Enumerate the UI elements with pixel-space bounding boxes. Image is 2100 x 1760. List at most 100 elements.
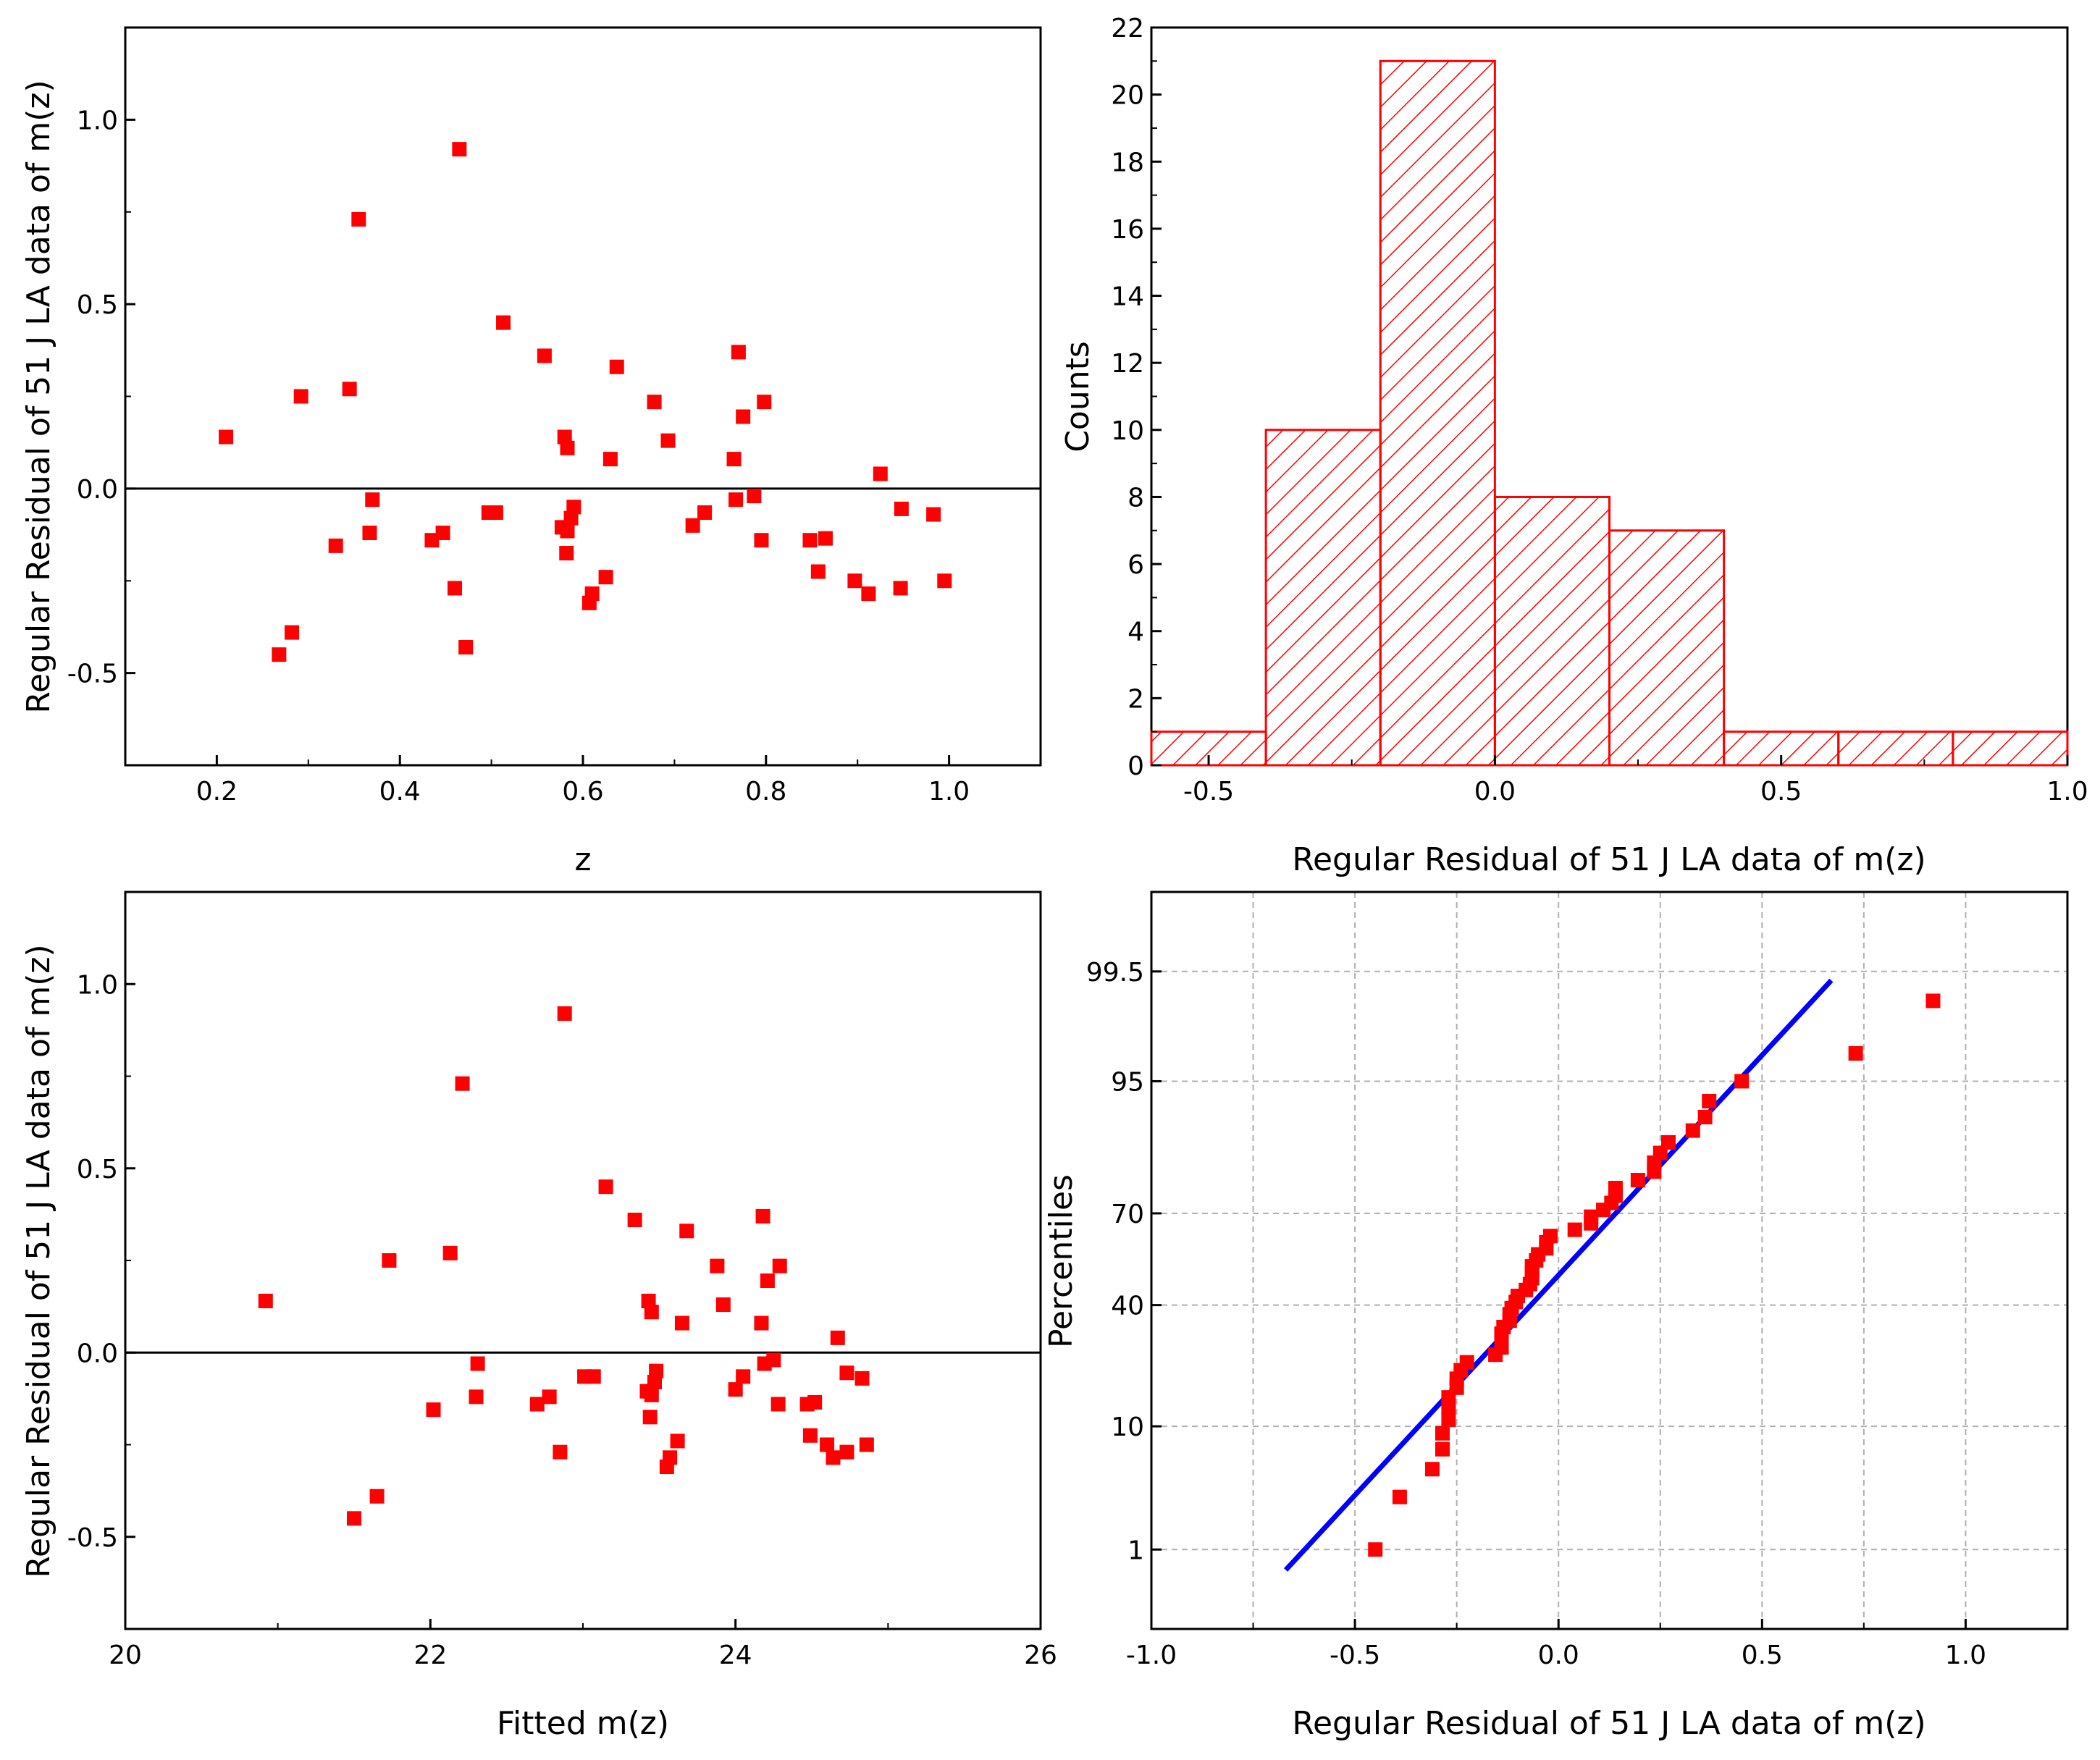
data-point (736, 409, 751, 424)
data-point (1542, 1229, 1558, 1244)
histogram-ytick-label: 18 (1111, 148, 1144, 177)
data-point (715, 1297, 731, 1313)
data-point (1567, 1222, 1582, 1237)
data-point (1435, 1426, 1450, 1441)
probability-plot-ytick-label: 10 (1111, 1412, 1144, 1442)
data-point (1685, 1123, 1700, 1138)
data-point (937, 573, 952, 589)
data-point (1608, 1181, 1623, 1196)
data-point (537, 348, 552, 363)
probability-plot-frame (1150, 890, 2069, 1630)
data-point (328, 538, 343, 553)
residual-vs-z-xtick-label: 0.6 (562, 777, 603, 807)
residual-vs-fitted-ytick-label: -0.5 (67, 1523, 118, 1553)
data-point (755, 1208, 770, 1224)
histogram-bar (1608, 529, 1726, 767)
data-point (351, 211, 366, 227)
residual-vs-fitted-ytick-label: 0.5 (77, 1155, 118, 1184)
data-point (820, 1437, 835, 1452)
data-point (347, 1511, 361, 1526)
probability-plot-ytick-label: 70 (1111, 1200, 1144, 1229)
histogram-xtick-label: -0.5 (1183, 777, 1234, 807)
data-point (602, 452, 618, 467)
data-point (1424, 1462, 1440, 1477)
data-point (342, 382, 357, 397)
probability-plot-ylabel: Percentiles (1043, 1174, 1080, 1348)
probability-plot-xtick-label: 1.0 (1945, 1641, 1986, 1670)
data-point (1702, 1093, 1717, 1108)
residual-vs-z-ylabel: Regular Residual of 51 J LA data of m(z) (20, 80, 57, 713)
histogram-ytick-label: 0 (1127, 751, 1144, 781)
residual-vs-z-frame (124, 26, 1042, 767)
data-point (926, 507, 941, 522)
data-point (747, 489, 762, 504)
data-point (426, 1402, 441, 1418)
data-point (647, 395, 662, 410)
residual-vs-z-xlabel: z (574, 841, 591, 878)
data-point (847, 573, 862, 589)
data-point (362, 526, 377, 541)
data-point (1459, 1355, 1474, 1370)
data-point (470, 1356, 485, 1371)
data-point (802, 533, 818, 548)
probability-plot-ytick-label: 99.5 (1086, 958, 1144, 988)
histogram-xtick-label: 1.0 (2046, 777, 2088, 807)
data-point (469, 1389, 484, 1405)
data-point (893, 581, 908, 596)
histogram-ytick-label: 4 (1127, 618, 1144, 647)
data-point (754, 533, 769, 548)
data-point (802, 1428, 818, 1443)
data-point (458, 639, 474, 654)
probability-plot-xlabel: Regular Residual of 51 J LA data of m(z) (1292, 1705, 1925, 1742)
data-point (757, 395, 772, 410)
data-point (830, 1330, 845, 1345)
data-point (563, 510, 579, 526)
data-point (685, 518, 700, 533)
histogram-bar (1952, 730, 2069, 767)
data-point (697, 505, 713, 520)
data-point (488, 505, 503, 520)
data-point (382, 1253, 397, 1268)
data-point (560, 523, 575, 539)
data-point (807, 1394, 823, 1410)
data-point (559, 546, 574, 561)
data-point (660, 433, 676, 448)
data-point (1584, 1209, 1599, 1224)
data-point (365, 492, 380, 508)
data-point (647, 1374, 663, 1389)
data-point (1630, 1173, 1645, 1188)
histogram-ytick-label: 6 (1127, 550, 1144, 580)
data-point (577, 1369, 592, 1384)
data-point (1435, 1441, 1450, 1457)
data-point (285, 625, 300, 640)
histogram-ytick-label: 12 (1111, 349, 1144, 379)
data-point (496, 315, 511, 330)
histogram-bar (1264, 429, 1382, 767)
residual-vs-fitted-ytick-label: 1.0 (77, 970, 118, 1000)
probability-plot-xtick-label: 0.0 (1538, 1641, 1579, 1670)
data-point (760, 1273, 775, 1288)
residual-vs-z-ytick-label: 0.5 (77, 290, 118, 320)
data-point (566, 500, 581, 515)
histogram-xtick-label: 0.0 (1474, 777, 1516, 807)
data-point (598, 1179, 613, 1195)
data-point (736, 1369, 751, 1384)
histogram-bar (1493, 495, 1610, 767)
residual-vs-fitted-xlabel: Fitted m(z) (497, 1705, 669, 1742)
histogram-ytick-label: 8 (1127, 483, 1144, 513)
data-point (859, 1437, 874, 1452)
data-point (557, 1006, 572, 1021)
data-point (1734, 1074, 1750, 1089)
data-point (1368, 1542, 1383, 1557)
histogram-ylabel: Counts (1059, 341, 1096, 452)
data-point (861, 586, 876, 602)
data-point (529, 1397, 545, 1412)
residual-vs-fitted-ylabel: Regular Residual of 51 J LA data of m(z) (20, 944, 57, 1578)
data-point (1697, 1109, 1713, 1124)
data-point (293, 389, 308, 404)
data-point (839, 1365, 854, 1381)
residual-vs-fitted-ytick-label: 0.0 (77, 1339, 118, 1368)
data-point (1392, 1489, 1407, 1504)
data-point (731, 345, 746, 360)
data-point (710, 1258, 725, 1273)
